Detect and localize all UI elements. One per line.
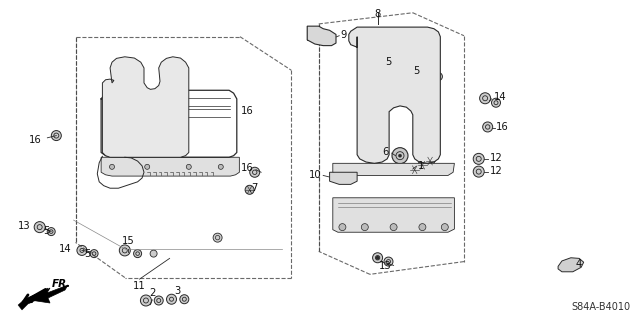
Circle shape: [154, 296, 163, 305]
Circle shape: [376, 256, 380, 260]
Circle shape: [161, 116, 172, 126]
Circle shape: [134, 249, 141, 258]
Circle shape: [384, 257, 393, 266]
Polygon shape: [102, 57, 189, 157]
Text: 11: 11: [133, 281, 146, 291]
Text: 16: 16: [496, 122, 509, 132]
Text: S84A-B4010: S84A-B4010: [571, 302, 630, 312]
Circle shape: [109, 164, 115, 169]
Circle shape: [419, 224, 426, 231]
Polygon shape: [333, 198, 454, 232]
Circle shape: [473, 166, 484, 177]
Circle shape: [51, 130, 61, 141]
Circle shape: [339, 224, 346, 231]
Polygon shape: [101, 157, 239, 176]
Circle shape: [180, 295, 189, 304]
Text: 4: 4: [576, 259, 582, 269]
Text: 5: 5: [44, 226, 50, 236]
Circle shape: [372, 253, 383, 263]
Circle shape: [90, 249, 98, 258]
Circle shape: [150, 250, 157, 257]
Text: 15: 15: [122, 236, 134, 246]
Circle shape: [392, 148, 408, 164]
Text: 13: 13: [18, 221, 31, 232]
Circle shape: [390, 224, 397, 231]
Circle shape: [410, 165, 419, 174]
Circle shape: [47, 227, 55, 236]
Circle shape: [213, 233, 222, 242]
Polygon shape: [18, 288, 48, 310]
Text: 16: 16: [29, 135, 42, 145]
Text: 7: 7: [251, 183, 257, 193]
Circle shape: [186, 164, 191, 169]
Circle shape: [166, 294, 177, 304]
Text: 14: 14: [494, 92, 507, 102]
Polygon shape: [558, 258, 584, 272]
Text: 1: 1: [418, 161, 424, 171]
Text: 16: 16: [241, 106, 253, 116]
Text: 13: 13: [379, 261, 392, 271]
Circle shape: [362, 58, 374, 70]
Circle shape: [426, 157, 435, 166]
Circle shape: [492, 98, 500, 107]
Text: 2: 2: [149, 288, 156, 298]
Circle shape: [218, 164, 223, 169]
Polygon shape: [349, 27, 440, 163]
Circle shape: [250, 167, 260, 177]
Text: 5: 5: [413, 66, 419, 76]
Circle shape: [479, 93, 491, 104]
Polygon shape: [330, 172, 357, 184]
Circle shape: [77, 245, 87, 256]
Text: FR.: FR.: [52, 279, 72, 289]
Circle shape: [245, 185, 254, 194]
Circle shape: [435, 72, 442, 81]
Circle shape: [442, 224, 448, 231]
Circle shape: [34, 222, 45, 233]
Text: 8: 8: [374, 9, 381, 19]
Text: 5: 5: [385, 57, 392, 67]
Circle shape: [145, 164, 150, 169]
Circle shape: [423, 68, 432, 77]
Circle shape: [123, 132, 133, 142]
Text: 14: 14: [59, 244, 72, 255]
Circle shape: [119, 245, 131, 256]
Polygon shape: [307, 26, 336, 46]
Circle shape: [473, 153, 484, 164]
Text: 12: 12: [490, 166, 502, 176]
Circle shape: [483, 122, 493, 132]
Circle shape: [140, 295, 152, 306]
Text: 5: 5: [84, 249, 91, 259]
Text: 6: 6: [383, 146, 389, 157]
Circle shape: [362, 224, 368, 231]
Text: 9: 9: [340, 30, 347, 40]
Text: 3: 3: [174, 286, 180, 296]
Circle shape: [418, 161, 427, 170]
Text: 16: 16: [241, 163, 253, 174]
Circle shape: [121, 105, 135, 119]
Polygon shape: [333, 163, 454, 175]
Polygon shape: [30, 285, 68, 303]
Text: 12: 12: [490, 153, 502, 163]
Text: 10: 10: [308, 170, 321, 180]
Circle shape: [399, 154, 401, 157]
